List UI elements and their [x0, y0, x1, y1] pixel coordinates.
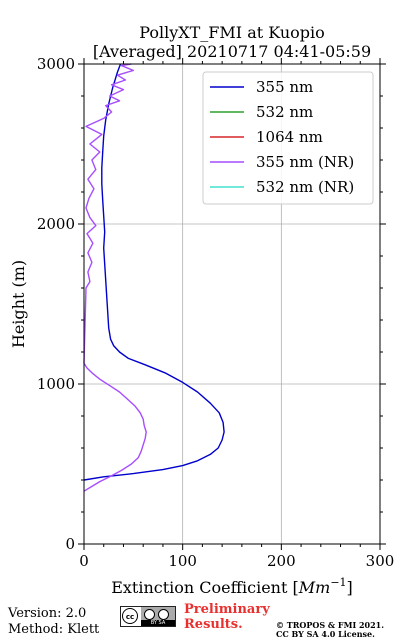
- copyright-line1: © TROPOS & FMI 2021.: [276, 620, 385, 630]
- y-axis-label: Height (m): [9, 260, 28, 348]
- by-icon: [144, 609, 155, 620]
- legend-label-1: 532 nm: [256, 103, 313, 121]
- series-line-0: [83, 63, 225, 481]
- y-tick-label-0: 0: [65, 535, 75, 553]
- x-tick-label-1: 100: [168, 552, 197, 570]
- series-line-3: [83, 63, 147, 492]
- copyright-line2: CC BY SA 4.0 License.: [276, 629, 375, 639]
- method-text: Method: Klett: [8, 622, 100, 637]
- legend-label-0: 355 nm: [256, 78, 313, 96]
- y-tick-label-3: 3000: [37, 55, 75, 73]
- series-lines: [83, 63, 225, 492]
- cc-license-badge: cc BY SA: [120, 606, 176, 627]
- x-tick-label-3: 300: [366, 552, 395, 570]
- cc-icon: cc: [122, 608, 138, 624]
- legend-label-3: 355 nm (NR): [256, 153, 354, 171]
- sa-icon: [158, 609, 169, 620]
- x-tick-label-0: 0: [79, 552, 89, 570]
- y-tick-label-1: 1000: [37, 375, 75, 393]
- legend-label-2: 1064 nm: [256, 128, 323, 146]
- x-tick-label-2: 200: [267, 552, 296, 570]
- legend-frame: [202, 71, 374, 205]
- legend: 355 nm 532 nm 1064 nm 355 nm (NR) 532 nm (NR…: [202, 71, 374, 205]
- x-axis-label: Extinction Coefficient [Mm−1]: [111, 576, 353, 597]
- chart-title-line1: PollyXT_FMI at Kuopio: [139, 23, 325, 42]
- preliminary-text-line2: Results.: [184, 617, 243, 632]
- preliminary-text-line1: Preliminary: [184, 602, 270, 617]
- version-text: Version: 2.0: [8, 606, 87, 621]
- cc-badge-text: BY SA: [141, 620, 175, 626]
- axes-frame: [83, 63, 381, 545]
- axis-ticks: [78, 58, 386, 550]
- y-tick-label-2: 2000: [37, 215, 75, 233]
- legend-label-4: 532 nm (NR): [256, 178, 354, 196]
- chart-title-line2: [Averaged] 20210717 04:41-05:59: [92, 42, 372, 61]
